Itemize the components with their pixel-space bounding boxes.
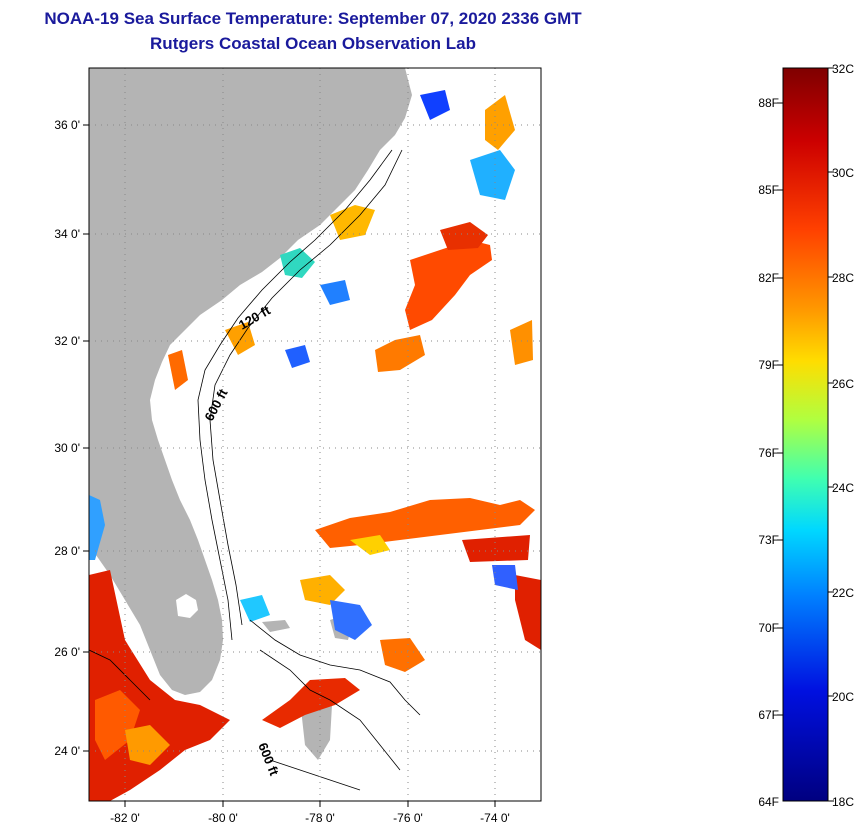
fahrenheit-label: 79F xyxy=(758,358,779,372)
lat-label: 32 0' xyxy=(54,334,80,348)
lon-label: -78 0' xyxy=(305,811,335,825)
graticule xyxy=(89,68,541,801)
plot-frame xyxy=(88,67,542,802)
lon-label: -82 0' xyxy=(110,811,140,825)
map-plot-area: 120 ft 600 ft 600 ft xyxy=(89,68,541,801)
lat-label: 30 0' xyxy=(54,441,80,455)
celsius-label: 18C xyxy=(832,795,854,809)
celsius-label: 26C xyxy=(832,377,854,391)
colorbar-celsius-labels: 32C 30C 28C 26C 24C 22C 20C 18C xyxy=(832,62,854,809)
fahrenheit-label: 73F xyxy=(758,533,779,547)
celsius-label: 24C xyxy=(832,481,854,495)
fahrenheit-label: 64F xyxy=(758,795,779,809)
fahrenheit-label: 67F xyxy=(758,708,779,722)
lake-okeechobee xyxy=(176,594,198,618)
colorbar-ticks xyxy=(777,67,834,802)
lat-label: 26 0' xyxy=(54,645,80,659)
celsius-label: 22C xyxy=(832,586,854,600)
map-subtitle: Rutgers Coastal Ocean Observation Lab xyxy=(150,34,476,53)
lat-label: 36 0' xyxy=(54,118,80,132)
lon-label: -74 0' xyxy=(480,811,510,825)
land-mainland xyxy=(89,68,412,695)
map-title: NOAA-19 Sea Surface Temperature: Septemb… xyxy=(44,9,582,28)
latitude-labels: 36 0' 34 0' 32 0' 30 0' 28 0' 26 0' 24 0… xyxy=(54,118,80,758)
fahrenheit-label: 82F xyxy=(758,271,779,285)
fahrenheit-label: 88F xyxy=(758,96,779,110)
fahrenheit-label: 85F xyxy=(758,183,779,197)
axis-ticks xyxy=(83,124,496,807)
celsius-label: 28C xyxy=(832,271,854,285)
colorbar-fahrenheit-labels: 88F 85F 82F 79F 76F 73F 70F 67F 64F xyxy=(758,96,779,809)
lon-label: -76 0' xyxy=(393,811,423,825)
lat-label: 24 0' xyxy=(54,744,80,758)
colorbar xyxy=(782,67,829,802)
fahrenheit-label: 76F xyxy=(758,446,779,460)
lon-label: -80 0' xyxy=(208,811,238,825)
celsius-label: 30C xyxy=(832,166,854,180)
fahrenheit-label: 70F xyxy=(758,621,779,635)
celsius-label: 20C xyxy=(832,690,854,704)
sst-patches xyxy=(89,90,541,801)
longitude-labels: -82 0' -80 0' -78 0' -76 0' -74 0' xyxy=(110,811,510,825)
isobath-contours xyxy=(89,149,421,791)
lat-label: 28 0' xyxy=(54,544,80,558)
land-bahamas xyxy=(262,615,352,760)
celsius-label: 32C xyxy=(832,62,854,76)
lat-label: 34 0' xyxy=(54,227,80,241)
